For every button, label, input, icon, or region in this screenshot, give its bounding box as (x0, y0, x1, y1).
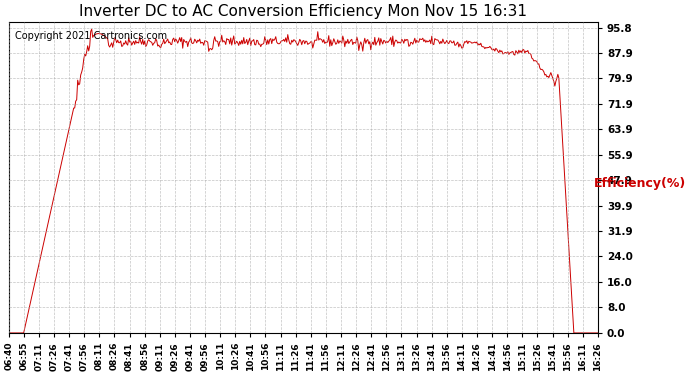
Y-axis label: Efficiency(%): Efficiency(%) (593, 177, 686, 190)
Text: Copyright 2021 Cartronics.com: Copyright 2021 Cartronics.com (14, 31, 167, 41)
Title: Inverter DC to AC Conversion Efficiency Mon Nov 15 16:31: Inverter DC to AC Conversion Efficiency … (79, 4, 527, 19)
